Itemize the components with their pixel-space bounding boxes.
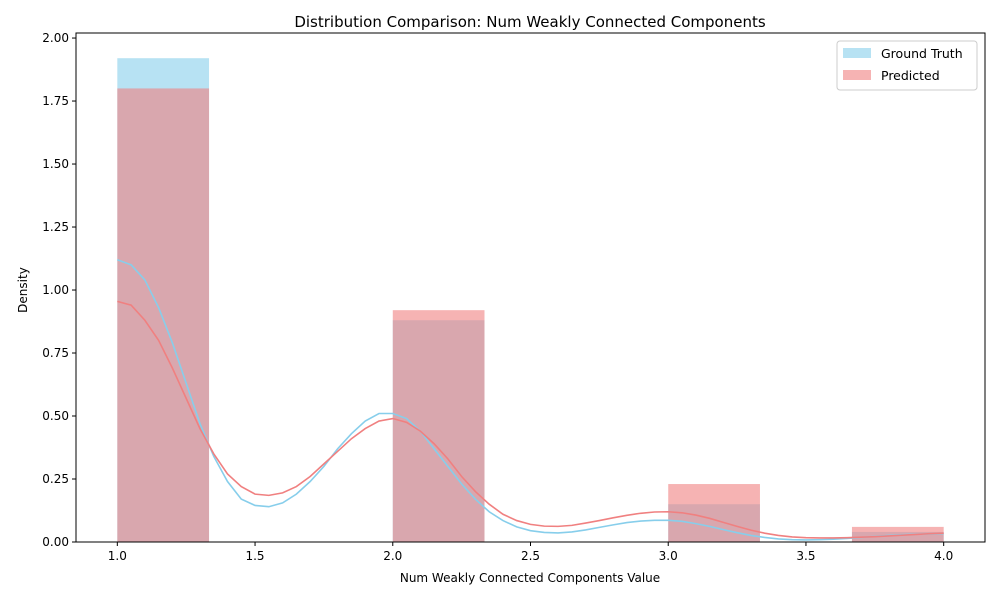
kde-line-ground-truth: [117, 259, 944, 541]
legend-swatch-predicted: [843, 70, 871, 80]
y-tick-label: 1.25: [42, 220, 69, 234]
y-tick-label: 1.50: [42, 157, 69, 171]
bars-layer: [117, 58, 944, 543]
y-axis-label: Density: [16, 267, 30, 313]
y-axis-ticks: 0.00 0.25 0.50 0.75 1.00 1.25 1.50 1.75 2.00: [42, 31, 76, 549]
chart-title: Distribution Comparison: Num Weakly Conn…: [294, 13, 766, 31]
x-tick-label: 2.5: [521, 549, 540, 563]
plot-frame: [75, 32, 986, 543]
kde-layer: [117, 259, 944, 541]
x-tick-label: 4.0: [934, 549, 953, 563]
y-tick-label: 1.00: [42, 283, 69, 297]
x-tick-label: 1.0: [108, 549, 127, 563]
legend-swatch-ground-truth: [843, 48, 871, 58]
y-tick-label: 0.75: [42, 346, 69, 360]
kde-line-predicted: [117, 300, 944, 539]
bar-predicted-bin-3: [392, 310, 485, 542]
legend-label-ground-truth: Ground Truth: [881, 46, 963, 61]
x-axis-ticks: 1.0 1.5 2.0 2.5 3.0 3.5 4.0: [108, 542, 953, 563]
x-axis-label: Num Weakly Connected Components Value: [400, 571, 660, 585]
legend: Ground Truth Predicted: [836, 40, 978, 91]
y-tick-label: 2.00: [42, 31, 69, 45]
x-tick-label: 3.5: [796, 549, 815, 563]
legend-label-predicted: Predicted: [881, 68, 940, 83]
y-tick-label: 0.00: [42, 535, 69, 549]
legend-box: [836, 40, 978, 91]
y-tick-label: 1.75: [42, 94, 69, 108]
x-tick-label: 3.0: [659, 549, 678, 563]
x-tick-label: 1.5: [245, 549, 264, 563]
x-tick-label: 2.0: [383, 549, 402, 563]
y-tick-label: 0.50: [42, 409, 69, 423]
bar-predicted-bin-0: [117, 88, 210, 543]
y-tick-label: 0.25: [42, 472, 69, 486]
